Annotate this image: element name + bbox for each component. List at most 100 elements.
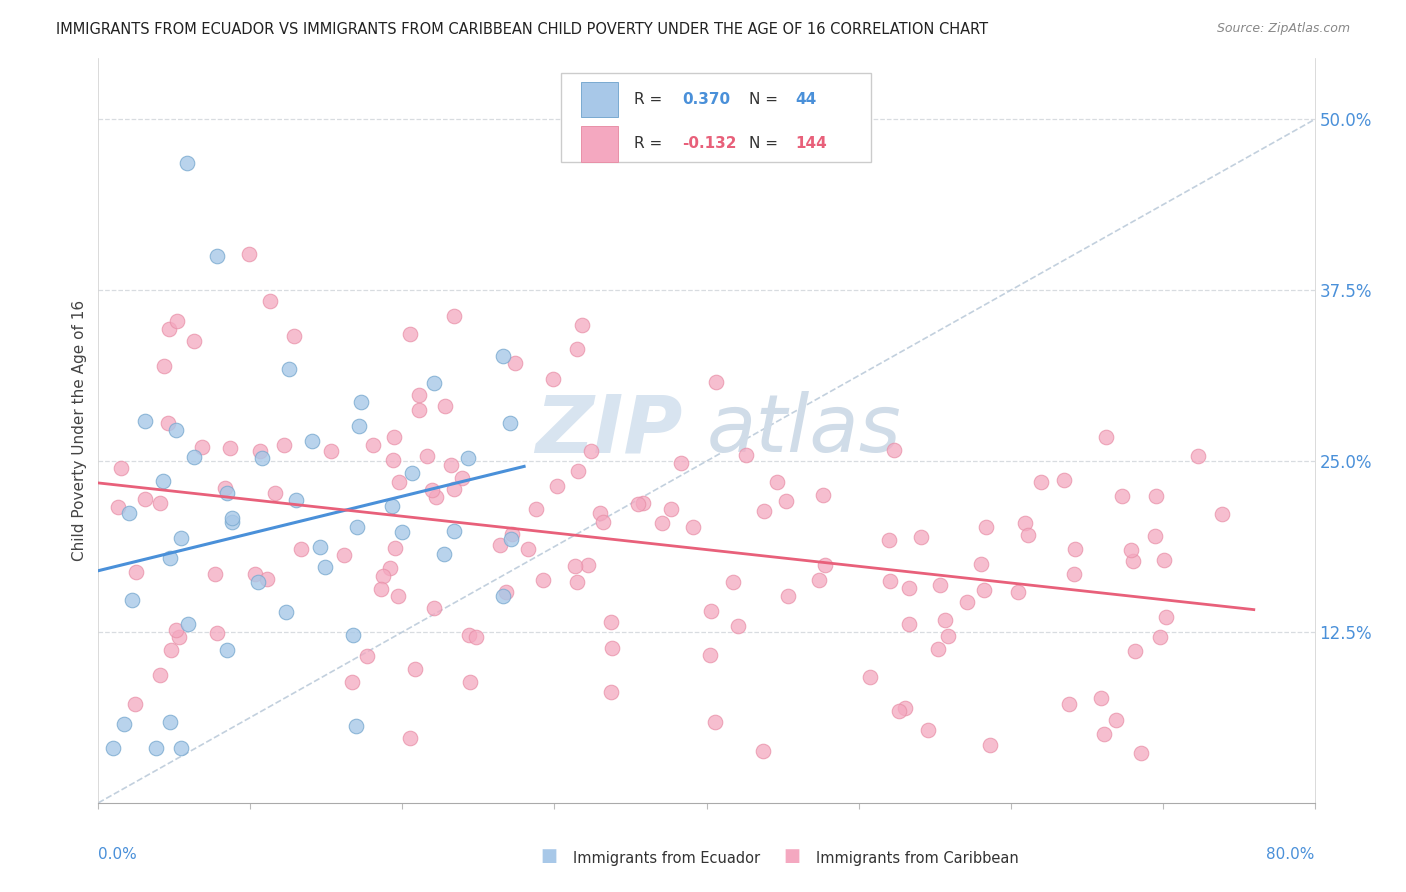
Point [927, 641, 949, 656]
Point [495, 584, 517, 599]
Point [159, 715, 181, 730]
Point [278, 362, 301, 376]
Point [457, 450, 479, 465]
Point [488, 538, 510, 552]
Point [371, 569, 394, 583]
Point [1149, 630, 1171, 644]
Point [917, 723, 939, 737]
Point [166, 313, 188, 327]
Point [433, 400, 456, 414]
Point [877, 533, 900, 548]
Text: N =: N = [749, 136, 783, 152]
Point [734, 448, 756, 462]
Point [970, 557, 993, 571]
Point [571, 318, 593, 332]
Point [897, 616, 920, 631]
Point [501, 532, 523, 546]
Point [221, 516, 243, 530]
Point [541, 371, 564, 385]
Point [589, 506, 612, 520]
Point [346, 520, 368, 534]
Point [165, 623, 187, 637]
Point [363, 437, 385, 451]
Point [118, 506, 141, 520]
Point [1017, 528, 1039, 542]
Point [160, 642, 183, 657]
Text: 144: 144 [796, 136, 827, 152]
Point [167, 630, 190, 644]
Point [349, 418, 371, 433]
Point [1057, 697, 1080, 711]
Point [727, 619, 749, 633]
Point [699, 648, 721, 662]
Point [134, 492, 156, 507]
Point [1122, 554, 1144, 568]
Point [443, 524, 465, 538]
Point [1029, 475, 1052, 490]
Point [721, 575, 744, 590]
Point [205, 626, 228, 640]
Text: N =: N = [749, 92, 783, 107]
Point [491, 349, 513, 363]
Point [592, 515, 614, 529]
Point [153, 359, 176, 374]
Text: -0.132: -0.132 [682, 136, 737, 152]
Point [531, 573, 554, 587]
Point [807, 574, 830, 588]
Point [775, 494, 797, 508]
Point [600, 615, 623, 630]
Point [177, 617, 200, 632]
Point [156, 416, 179, 430]
Point [546, 478, 568, 492]
Point [314, 560, 336, 574]
Point [811, 488, 834, 502]
Point [1063, 567, 1085, 582]
Point [344, 719, 367, 733]
Point [458, 628, 481, 642]
Point [973, 582, 995, 597]
Point [284, 492, 307, 507]
Point [567, 342, 589, 356]
Point [1187, 449, 1209, 463]
Point [1111, 489, 1133, 503]
Point [387, 589, 409, 603]
Point [107, 500, 129, 514]
Point [319, 443, 342, 458]
Point [110, 461, 132, 475]
Point [404, 663, 426, 677]
Point [309, 540, 332, 554]
Point [381, 452, 404, 467]
Point [250, 451, 273, 466]
Point [524, 502, 547, 516]
Point [458, 674, 481, 689]
Point [170, 531, 193, 545]
Point [752, 744, 775, 758]
Point [124, 697, 146, 711]
Point [929, 578, 952, 592]
Point [1090, 690, 1112, 705]
Point [859, 670, 882, 684]
Point [399, 326, 422, 341]
Point [893, 701, 915, 715]
Point [121, 592, 143, 607]
Point [416, 449, 439, 463]
Point [425, 490, 447, 504]
Point [704, 375, 727, 389]
FancyBboxPatch shape [561, 73, 870, 162]
Point [423, 376, 446, 390]
Text: 80.0%: 80.0% [1267, 847, 1315, 863]
Point [420, 483, 443, 497]
Text: 0.0%: 0.0% [98, 847, 138, 863]
Point [387, 475, 409, 489]
Point [183, 450, 205, 464]
Point [221, 511, 243, 525]
Point [443, 309, 465, 323]
Point [342, 628, 364, 642]
Point [883, 443, 905, 458]
Point [204, 566, 226, 581]
Point [381, 500, 404, 514]
Point [682, 520, 704, 534]
Point [401, 466, 423, 480]
Point [974, 520, 997, 534]
Point [576, 558, 599, 572]
